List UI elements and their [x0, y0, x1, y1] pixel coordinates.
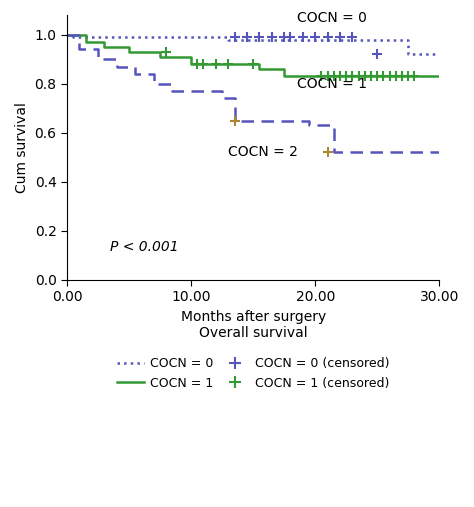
Text: COCN = 0: COCN = 0 — [297, 11, 366, 25]
Legend: COCN = 0, COCN = 1, COCN = 0 (censored), COCN = 1 (censored): COCN = 0, COCN = 1, COCN = 0 (censored),… — [112, 352, 394, 395]
Text: P < 0.001: P < 0.001 — [110, 239, 179, 254]
Text: COCN = 2: COCN = 2 — [228, 145, 298, 159]
Y-axis label: Cum survival: Cum survival — [15, 102, 29, 193]
Text: COCN = 1: COCN = 1 — [297, 77, 366, 91]
X-axis label: Months after surgery
Overall survival: Months after surgery Overall survival — [181, 310, 326, 340]
